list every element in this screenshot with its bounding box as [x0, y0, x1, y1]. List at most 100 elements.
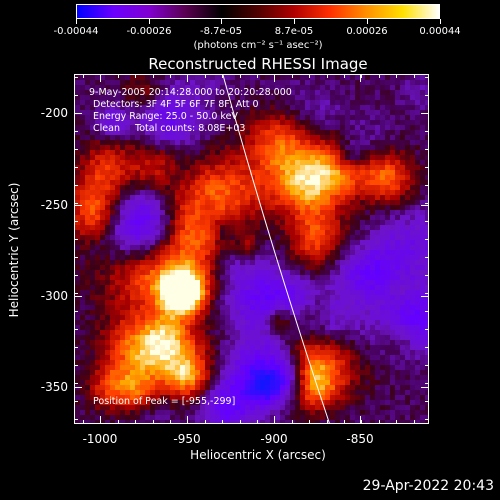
axis-tick [344, 74, 345, 78]
colorbar-tick [148, 19, 150, 24]
axis-tick [135, 420, 136, 424]
solar-limb-line [222, 75, 330, 423]
axis-tick [100, 420, 101, 424]
axis-tick [425, 167, 429, 168]
axis-tick [360, 416, 361, 424]
axis-tick [379, 420, 380, 424]
axis-tick [425, 77, 429, 78]
colorbar-label: -0.00044 [53, 26, 99, 37]
axis-tick [379, 74, 380, 78]
y-tick-label: -200 [40, 106, 68, 120]
axis-tick [425, 329, 429, 330]
axis-tick [74, 329, 78, 330]
axis-tick [309, 420, 310, 424]
axis-tick [327, 420, 328, 424]
colorbar-tick [439, 19, 441, 24]
axis-tick [292, 74, 293, 78]
axis-tick [74, 131, 78, 132]
axis-tick [425, 311, 429, 312]
clean-counts-label: Clean Total counts: 8.08E+03 [93, 123, 246, 134]
axis-tick [83, 420, 84, 424]
axis-tick [205, 420, 206, 424]
colorbar-unit: (photons cm⁻² s⁻¹ asec⁻²) [193, 40, 323, 51]
axis-tick [74, 113, 78, 114]
axis-tick [74, 293, 78, 294]
axis-tick [414, 420, 415, 424]
x-tick-label: -900 [260, 432, 288, 446]
axis-tick [425, 275, 429, 276]
axis-tick [74, 419, 78, 420]
axis-tick [274, 74, 275, 82]
axis-tick [187, 74, 188, 82]
plot-timestamp: 29-Apr-2022 20:43 [362, 478, 494, 494]
axis-tick [74, 221, 78, 222]
flux-pixels [75, 75, 428, 423]
axis-tick [118, 74, 119, 78]
colorbar-label: 0.00044 [419, 26, 461, 37]
x-axis-label: Heliocentric X (arcsec) [190, 448, 326, 462]
axis-tick [257, 420, 258, 424]
axis-tick [274, 420, 275, 424]
axis-tick [170, 420, 171, 424]
axis-tick [240, 420, 241, 424]
axis-tick [425, 257, 429, 258]
axis-tick [74, 387, 82, 388]
axis-tick [74, 113, 82, 114]
image-plot: 9-May-2005 20:14:28.000 to 20:20:28.000 … [74, 74, 429, 424]
axis-tick [74, 239, 78, 240]
plot-title: Reconstructed RHESSI Image [148, 55, 368, 73]
axis-tick [170, 74, 171, 78]
axis-tick [425, 401, 429, 402]
axis-tick [425, 185, 429, 186]
axis-tick [74, 149, 78, 150]
colorbar-tick [366, 19, 368, 24]
axis-tick [153, 420, 154, 424]
energy-range-label: Energy Range: 25.0 - 50.0 keV [93, 111, 238, 122]
time-range-label: 9-May-2005 20:14:28.000 to 20:20:28.000 [89, 87, 292, 98]
axis-tick [205, 74, 206, 78]
axis-tick [74, 401, 78, 402]
axis-tick [361, 420, 362, 424]
axis-tick [425, 131, 429, 132]
axis-tick [187, 74, 188, 78]
axis-tick [425, 347, 429, 348]
y-axis-label: Heliocentric Y (arcsec) [7, 182, 21, 318]
axis-tick [74, 185, 78, 186]
axis-tick [153, 74, 154, 78]
axis-tick [421, 387, 429, 388]
axis-tick [309, 74, 310, 78]
colorbar-tick [293, 19, 295, 24]
axis-tick [74, 95, 78, 96]
axis-tick [74, 365, 78, 366]
y-tick-label: -250 [40, 198, 68, 212]
flux-image [75, 75, 428, 423]
colorbar-label: -0.00026 [126, 26, 172, 37]
axis-tick [344, 420, 345, 424]
x-tick-label: -850 [346, 432, 374, 446]
axis-tick [425, 149, 429, 150]
axis-tick [83, 74, 84, 78]
colorbar-label: 8.7e-05 [274, 26, 314, 37]
axis-tick [421, 205, 429, 206]
axis-tick [425, 365, 429, 366]
axis-tick [74, 167, 78, 168]
axis-tick [425, 419, 429, 420]
axis-tick [74, 347, 78, 348]
axis-tick [274, 74, 275, 78]
colorbar-label: -8.7e-05 [200, 26, 242, 37]
axis-tick [187, 420, 188, 424]
axis-tick [100, 74, 101, 82]
axis-tick [222, 74, 223, 78]
axis-tick [327, 74, 328, 78]
axis-tick [425, 221, 429, 222]
axis-tick [74, 296, 82, 297]
axis-tick [414, 74, 415, 78]
axis-tick [425, 239, 429, 240]
axis-tick [74, 257, 78, 258]
axis-tick [74, 275, 78, 276]
axis-tick [257, 74, 258, 78]
detectors-label: Detectors: 3F 4F 5F 6F 7F 8F, Att 0 [93, 99, 259, 110]
colorbar-label: 0.00026 [346, 26, 388, 37]
axis-tick [396, 74, 397, 78]
y-tick-label: -350 [40, 380, 68, 394]
